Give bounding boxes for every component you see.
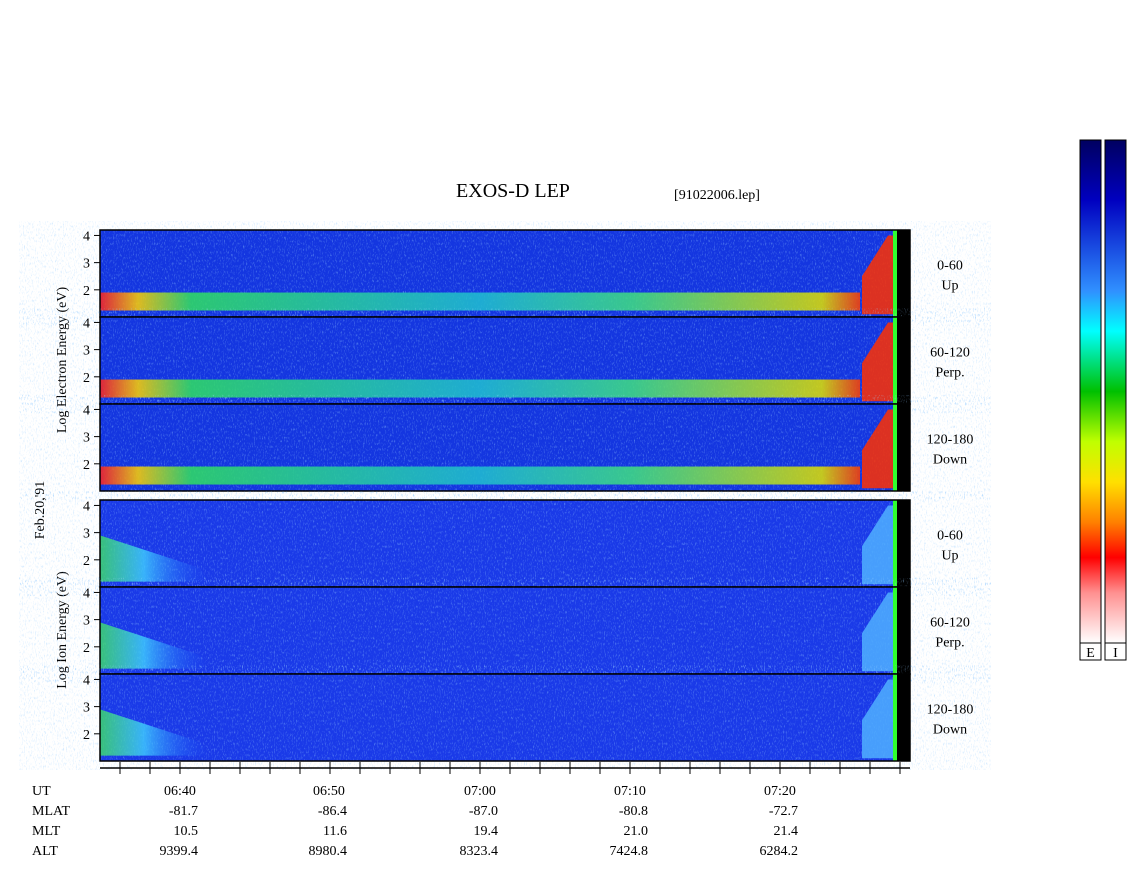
edge-line: [893, 404, 897, 491]
dawn-feature: [862, 235, 895, 315]
y-tick-label: 2: [83, 641, 90, 656]
row-label: MLT: [32, 824, 61, 839]
angle-direction: Down: [933, 453, 967, 468]
no-data-strip: [897, 230, 910, 317]
ephemeris-value: 10.5: [174, 824, 199, 839]
time-label: 06:40: [164, 784, 196, 799]
dawn-feature: [862, 409, 895, 489]
date-label: Feb.20,'91: [33, 481, 48, 540]
colorbar: [1079, 139, 1102, 644]
no-data-strip: [897, 587, 910, 674]
colorbar-label-box: [1079, 642, 1102, 661]
dawn-feature: [862, 322, 895, 402]
y-tick-label: 2: [83, 458, 90, 473]
flux-band: [100, 709, 210, 756]
angle-range: 0-60: [937, 259, 963, 274]
electron-axis-label: Log Electron Energy (eV): [55, 287, 70, 434]
ephemeris-value: 9399.4: [160, 844, 199, 859]
title: EXOS-D LEP: [456, 180, 570, 202]
ephemeris-value: 8323.4: [460, 844, 499, 859]
angle-range: 120-180: [927, 703, 974, 718]
angle-range: 120-180: [927, 433, 974, 448]
angle-direction: Up: [941, 279, 958, 294]
ephemeris-value: 19.4: [474, 824, 499, 839]
time-label: 07:20: [764, 784, 796, 799]
colorbar-label-box: [1104, 642, 1127, 661]
y-tick-label: 3: [83, 257, 90, 272]
time-label: 07:00: [464, 784, 496, 799]
dawn-feature: [862, 679, 895, 759]
y-tick-label: 2: [83, 284, 90, 299]
angle-direction: Up: [941, 549, 958, 564]
flux-band: [100, 292, 860, 311]
angle-direction: Perp.: [935, 366, 964, 381]
no-data-strip: [897, 500, 910, 587]
panel-frame: [99, 403, 911, 492]
filename: [91022006.lep]: [674, 188, 760, 203]
ephemeris-value: -72.7: [769, 804, 798, 819]
y-tick-label: 3: [83, 527, 90, 542]
spectrogram-noise: [100, 674, 910, 761]
time-label: 06:50: [313, 784, 345, 799]
spectrogram-noise: [100, 587, 910, 674]
angle-range: 60-120: [930, 346, 970, 361]
dawn-feature: [862, 592, 895, 672]
edge-line: [893, 317, 897, 404]
angle-direction: Perp.: [935, 636, 964, 651]
colorbar: [1104, 139, 1127, 644]
y-tick-label: 4: [83, 499, 90, 514]
angle-direction: Down: [933, 723, 967, 738]
colorbar-label: I: [1113, 646, 1118, 661]
edge-line: [893, 230, 897, 317]
ephemeris-value: 7424.8: [610, 844, 649, 859]
y-tick-label: 3: [83, 344, 90, 359]
y-tick-label: 2: [83, 728, 90, 743]
y-tick-label: 4: [83, 229, 90, 244]
y-tick-label: 2: [83, 371, 90, 386]
row-label: ALT: [32, 844, 58, 859]
ephemeris-value: 21.0: [624, 824, 649, 839]
panel-frame: [99, 673, 911, 762]
ephemeris-value: 6284.2: [760, 844, 799, 859]
ephemeris-value: 8980.4: [309, 844, 348, 859]
time-label: 07:10: [614, 784, 646, 799]
flux-band: [100, 622, 210, 669]
edge-line: [893, 500, 897, 587]
ephemeris-value: -80.8: [619, 804, 648, 819]
ephemeris-value: 11.6: [323, 824, 347, 839]
no-data-strip: [897, 317, 910, 404]
y-tick-label: 3: [83, 431, 90, 446]
y-tick-label: 2: [83, 554, 90, 569]
colorbar-label: E: [1086, 646, 1095, 661]
flux-band: [100, 466, 860, 485]
angle-range: 0-60: [937, 529, 963, 544]
no-data-strip: [897, 404, 910, 491]
flux-band: [100, 379, 860, 398]
dawn-feature: [862, 505, 895, 585]
edge-line: [893, 587, 897, 674]
spectrogram-noise: [100, 500, 910, 587]
ephemeris-value: -81.7: [169, 804, 198, 819]
y-tick-label: 3: [83, 614, 90, 629]
no-data-strip: [897, 674, 910, 761]
row-label: UT: [32, 784, 51, 799]
edge-line: [893, 674, 897, 761]
y-tick-label: 3: [83, 701, 90, 716]
ephemeris-value: -86.4: [318, 804, 347, 819]
y-tick-label: 4: [83, 316, 90, 331]
y-tick-label: 4: [83, 673, 90, 688]
angle-range: 60-120: [930, 616, 970, 631]
y-tick-label: 4: [83, 586, 90, 601]
ephemeris-value: 21.4: [774, 824, 799, 839]
ephemeris-value: -87.0: [469, 804, 498, 819]
ion-axis-label: Log Ion Energy (eV): [55, 571, 70, 689]
y-tick-label: 4: [83, 403, 90, 418]
row-label: MLAT: [32, 804, 71, 819]
flux-band: [100, 535, 210, 582]
